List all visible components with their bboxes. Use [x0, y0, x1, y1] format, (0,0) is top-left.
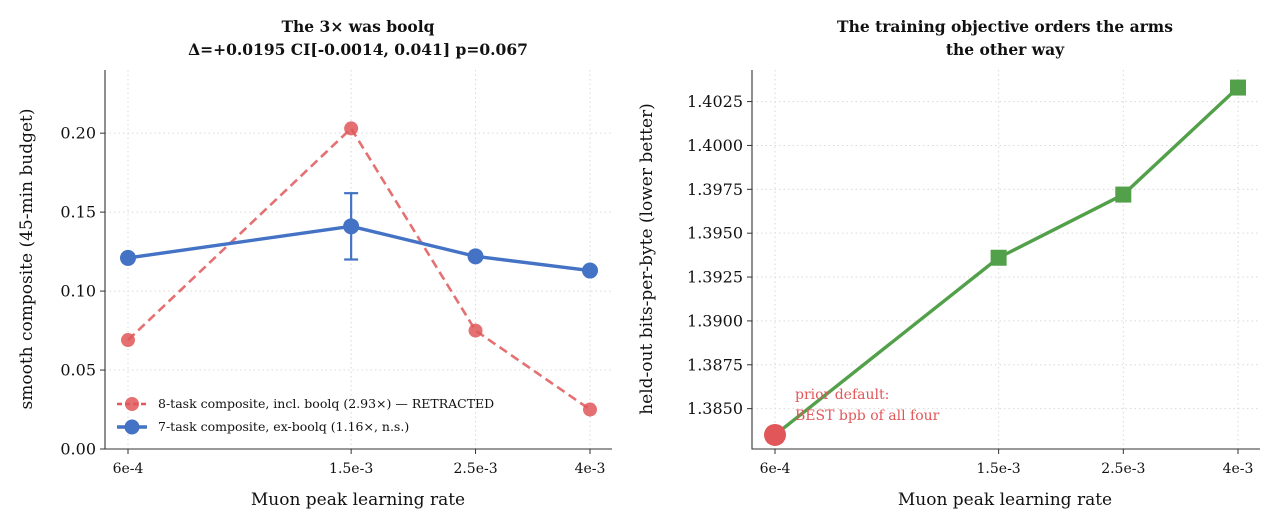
right-title-line1: The training objective orders the arms	[837, 17, 1173, 36]
left-y-axis-label: smooth composite (45-min budget)	[17, 109, 37, 410]
x-tick-label: 2.5e-3	[1101, 461, 1145, 477]
left-legend: 8-task composite, incl. boolq (2.93×) — …	[117, 396, 494, 435]
left-series-group	[120, 121, 598, 417]
y-tick-label: 0.00	[60, 440, 96, 459]
y-tick-label: 0.10	[60, 282, 96, 301]
legend-marker-exboolq	[124, 419, 140, 435]
legend-marker-retracted	[125, 397, 139, 411]
y-tick-label: 1.3975	[687, 180, 743, 199]
y-tick-label: 0.15	[60, 203, 96, 222]
data-point	[121, 333, 135, 348]
x-tick-label: 6e-4	[113, 461, 144, 477]
x-tick-label: 2.5e-3	[453, 461, 497, 477]
y-tick-label: 0.05	[60, 361, 96, 380]
right-y-axis-label: held-out bits-per-byte (lower better)	[637, 103, 657, 415]
annotation-line1: prior default:	[795, 387, 889, 403]
annotation-line2: BEST bpb of all four	[795, 408, 940, 424]
right-x-axis-label: Muon peak learning rate	[898, 490, 1112, 510]
x-tick-label: 6e-4	[760, 461, 791, 477]
data-point	[1230, 79, 1246, 96]
right-title-line2: the other way	[946, 40, 1065, 59]
x-tick-label: 4e-3	[575, 461, 606, 477]
left-chart: The 3× was boolq Δ=+0.0195 CI[-0.0014, 0…	[17, 17, 612, 510]
y-tick-label: 0.20	[60, 124, 96, 143]
left-title-line1: The 3× was boolq	[282, 17, 435, 36]
series-line	[127, 127, 591, 411]
series-line	[127, 224, 591, 273]
right-axes-spine	[751, 70, 1260, 450]
series-line	[773, 86, 1240, 437]
left-y-ticks: 0.00 0.05 0.10 0.15 0.20	[60, 124, 105, 459]
prior-default-highlight	[764, 423, 786, 446]
data-point	[467, 248, 484, 265]
left-x-ticks: 6e-4 1.5e-3 2.5e-3 4e-3	[113, 449, 606, 477]
data-point	[990, 249, 1007, 266]
x-tick-label: 4e-3	[1223, 461, 1254, 477]
left-axes-spine	[104, 70, 612, 450]
data-point	[343, 218, 360, 235]
right-series-group	[767, 79, 1246, 443]
x-tick-label: 1.5e-3	[329, 461, 373, 477]
right-x-ticks: 6e-4 1.5e-3 2.5e-3 4e-3	[760, 449, 1254, 477]
data-point	[582, 262, 598, 279]
y-tick-label: 1.3900	[687, 311, 743, 330]
data-point	[344, 121, 359, 136]
left-x-axis-label: Muon peak learning rate	[251, 490, 465, 510]
right-chart: The training objective orders the arms t…	[637, 17, 1260, 510]
data-point	[120, 249, 136, 266]
left-grid	[105, 70, 612, 450]
data-point	[468, 323, 483, 338]
y-tick-label: 1.4000	[687, 136, 743, 155]
legend-label-exboolq: 7-task composite, ex-boolq (1.16×, n.s.)	[158, 419, 409, 434]
x-tick-label: 1.5e-3	[977, 461, 1021, 477]
data-point	[1115, 186, 1132, 203]
y-tick-label: 1.3875	[687, 355, 743, 374]
y-tick-label: 1.3925	[687, 268, 743, 287]
y-tick-label: 1.3850	[687, 399, 743, 418]
data-point	[583, 402, 597, 417]
right-y-ticks: 1.3850 1.3875 1.3900 1.3925 1.3950 1.3975 1.40…	[687, 92, 752, 418]
y-tick-label: 1.4025	[687, 92, 743, 111]
legend-label-retracted: 8-task composite, incl. boolq (2.93×) — …	[158, 396, 494, 411]
y-tick-label: 1.3950	[687, 224, 743, 243]
right-highlight-group	[764, 423, 786, 446]
left-title-line2: Δ=+0.0195 CI[-0.0014, 0.041] p=0.067	[188, 40, 528, 59]
